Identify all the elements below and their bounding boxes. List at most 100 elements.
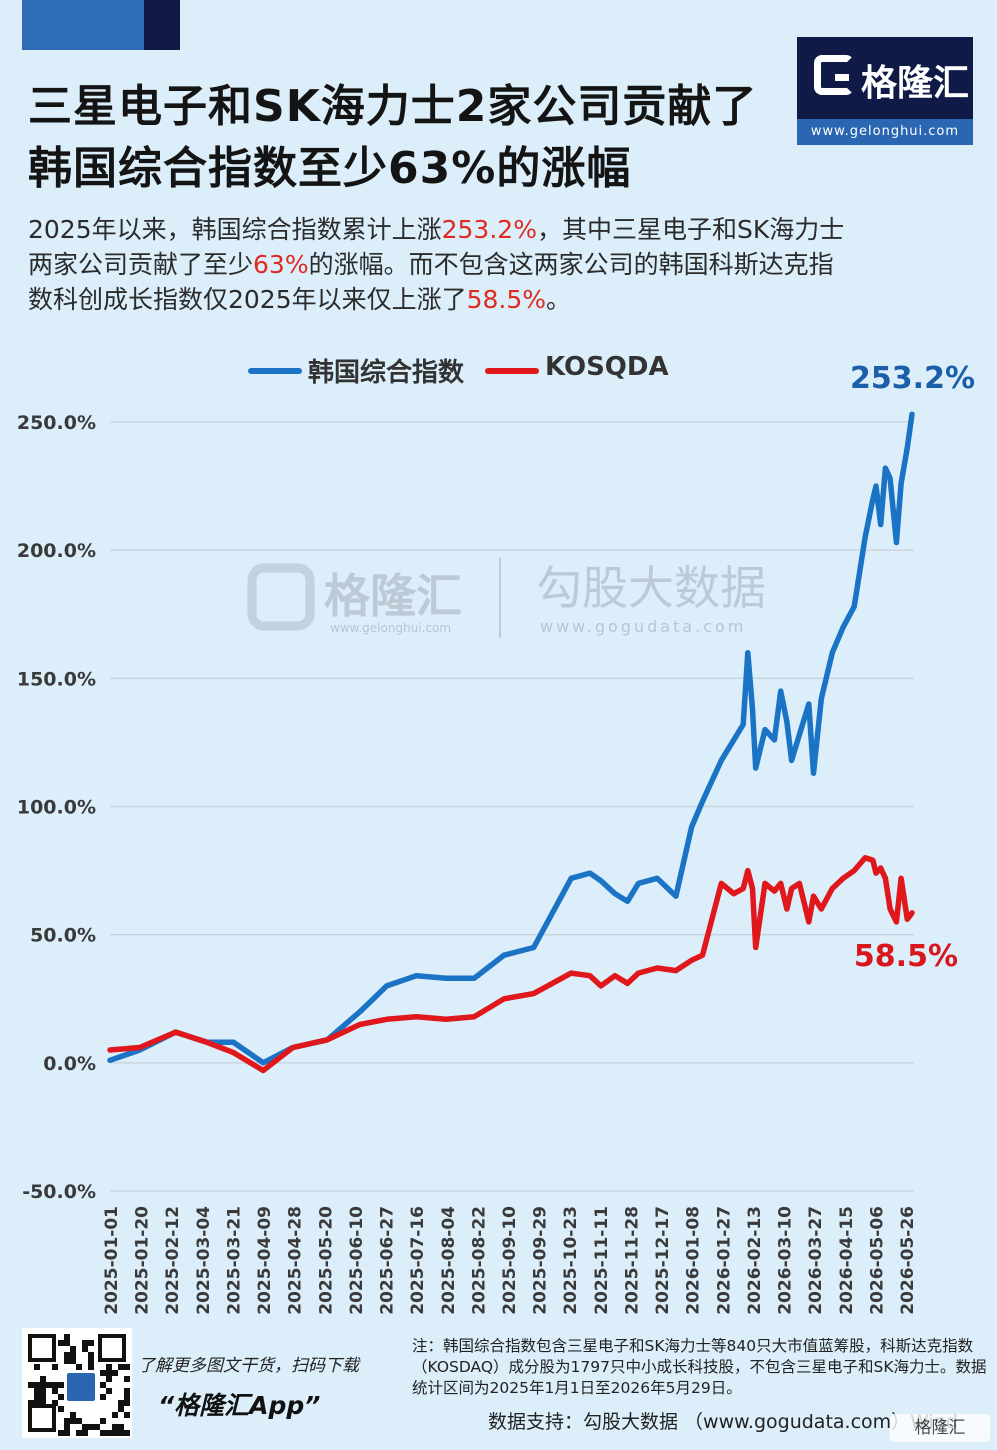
qr-module [124, 1394, 130, 1400]
x-tick-label: 2025-09-29 [531, 1206, 551, 1315]
x-tick-label: 2025-11-28 [623, 1206, 643, 1315]
y-tick-label: 150.0% [17, 668, 96, 690]
y-tick-label: 250.0% [17, 412, 96, 434]
series-line-kosdaq [107, 855, 915, 1074]
series-line-kospi [107, 411, 915, 1066]
x-tick-label: 2026-01-08 [684, 1206, 704, 1315]
x-tick-label: 2026-03-10 [776, 1206, 796, 1315]
qr-module [52, 1388, 58, 1394]
qr-module [76, 1430, 82, 1436]
legend-label-kospi: 韩国综合指数 [308, 358, 465, 388]
qr-module [70, 1418, 76, 1424]
legend-swatch-kospi [248, 368, 302, 374]
qr-module [40, 1394, 46, 1400]
qr-finder-gap [102, 1338, 122, 1358]
watermark-logo-icon [247, 563, 315, 631]
qr-module [124, 1400, 130, 1406]
download-prompt: 了解更多图文干货，扫码下载 [138, 1356, 359, 1376]
qr-module [88, 1340, 94, 1346]
qr-module [100, 1418, 106, 1424]
top-accent-bar [22, 0, 144, 50]
x-tick-label: 2025-06-27 [378, 1206, 398, 1315]
qr-module [52, 1400, 58, 1406]
y-tick-label: 100.0% [17, 797, 96, 819]
watermark-brand-1: 格隆汇 [324, 569, 462, 623]
qr-module [106, 1388, 112, 1394]
footnote: 注：韩国综合指数包含三星电子和SK海力士等840只大市值蓝筹股，科斯达克指数（K… [412, 1337, 987, 1397]
qr-module [88, 1358, 94, 1364]
summary-part: 2025年以来，韩国综合指数累计上涨 [28, 215, 442, 244]
app-name: “格隆汇App” [158, 1391, 321, 1420]
qr-module [100, 1394, 106, 1400]
qr-module [118, 1364, 124, 1370]
qr-module [118, 1406, 124, 1412]
qr-module [58, 1394, 64, 1400]
x-tick-label: 2025-11-11 [592, 1206, 612, 1315]
qr-module [58, 1406, 64, 1412]
qr-module [40, 1388, 46, 1394]
summary-part: 。 [546, 285, 572, 314]
qr-module [52, 1364, 58, 1370]
x-tick-label: 2025-01-01 [102, 1206, 122, 1315]
summary-text: 2025年以来，韩国综合指数累计上涨253.2%，其中三星电子和SK海力士 两家公… [28, 212, 928, 317]
qr-module [34, 1388, 40, 1394]
x-tick-label: 2025-09-10 [500, 1206, 520, 1315]
summary-part: ，其中三星电子和SK海力士 [536, 215, 845, 244]
qr-module [82, 1430, 88, 1436]
qr-module [46, 1382, 52, 1388]
x-tick-label: 2025-07-16 [408, 1206, 428, 1315]
qr-module [100, 1370, 106, 1376]
qr-module [70, 1358, 76, 1364]
end-label-kospi: 253.2% [850, 361, 975, 396]
top-accent-bar-dark [144, 0, 180, 50]
qr-module [64, 1430, 70, 1436]
data-source: 数据支持：勾股大数据 （www.gogudata.com）Wind [488, 1411, 958, 1433]
x-tick-label: 2025-06-10 [347, 1206, 367, 1315]
qr-module [124, 1412, 130, 1418]
x-tick-label: 2025-04-28 [286, 1206, 306, 1315]
qr-module [100, 1430, 106, 1436]
qr-module [112, 1424, 118, 1430]
qr-module [58, 1382, 64, 1388]
x-tick-label: 2025-02-12 [163, 1206, 183, 1315]
brand-url: www.gelonghui.com [797, 119, 973, 145]
qr-module [94, 1424, 100, 1430]
qr-module [82, 1340, 88, 1346]
x-tick-label: 2025-08-22 [469, 1206, 489, 1315]
x-tick-label: 2026-03-27 [806, 1206, 826, 1315]
qr-module [58, 1340, 64, 1346]
summary-part: 两家公司贡献了至少 [28, 250, 254, 279]
qr-module [100, 1382, 106, 1388]
x-tick-label: 2025-08-04 [439, 1206, 459, 1315]
qr-module [106, 1376, 112, 1382]
qr-module [106, 1370, 112, 1376]
qr-module [88, 1424, 94, 1430]
x-tick-label: 2026-01-27 [714, 1206, 734, 1315]
qr-module [82, 1424, 88, 1430]
qr-module [64, 1334, 70, 1340]
summary-part: 的涨幅。而不包含这两家公司的韩国科斯达克指 [308, 250, 834, 279]
qr-module [88, 1364, 94, 1370]
x-tick-label: 2025-04-09 [255, 1206, 275, 1315]
qr-module [40, 1382, 46, 1388]
qr-module [64, 1418, 70, 1424]
qr-module [70, 1412, 76, 1418]
qr-module [118, 1400, 124, 1406]
legend-label-kosdaq: KOSQDA [545, 352, 669, 382]
legend-swatch-kosdaq [485, 368, 539, 374]
x-tick-label: 2025-12-17 [653, 1206, 673, 1315]
qr-module [70, 1346, 76, 1352]
qr-finder-gap [32, 1338, 52, 1358]
brand-logo: 格隆汇 www.gelonghui.com [797, 37, 973, 145]
gelonghui-logo-icon [814, 55, 854, 95]
qr-code[interactable] [22, 1328, 132, 1438]
qr-module [82, 1346, 88, 1352]
qr-module [40, 1376, 46, 1382]
qr-module [112, 1430, 118, 1436]
y-tick-label: 200.0% [17, 540, 96, 562]
qr-module [34, 1400, 40, 1406]
x-tick-label: 2026-04-15 [837, 1206, 857, 1315]
x-tick-label: 2026-05-06 [867, 1206, 887, 1315]
y-tick-label: -50.0% [22, 1181, 96, 1203]
